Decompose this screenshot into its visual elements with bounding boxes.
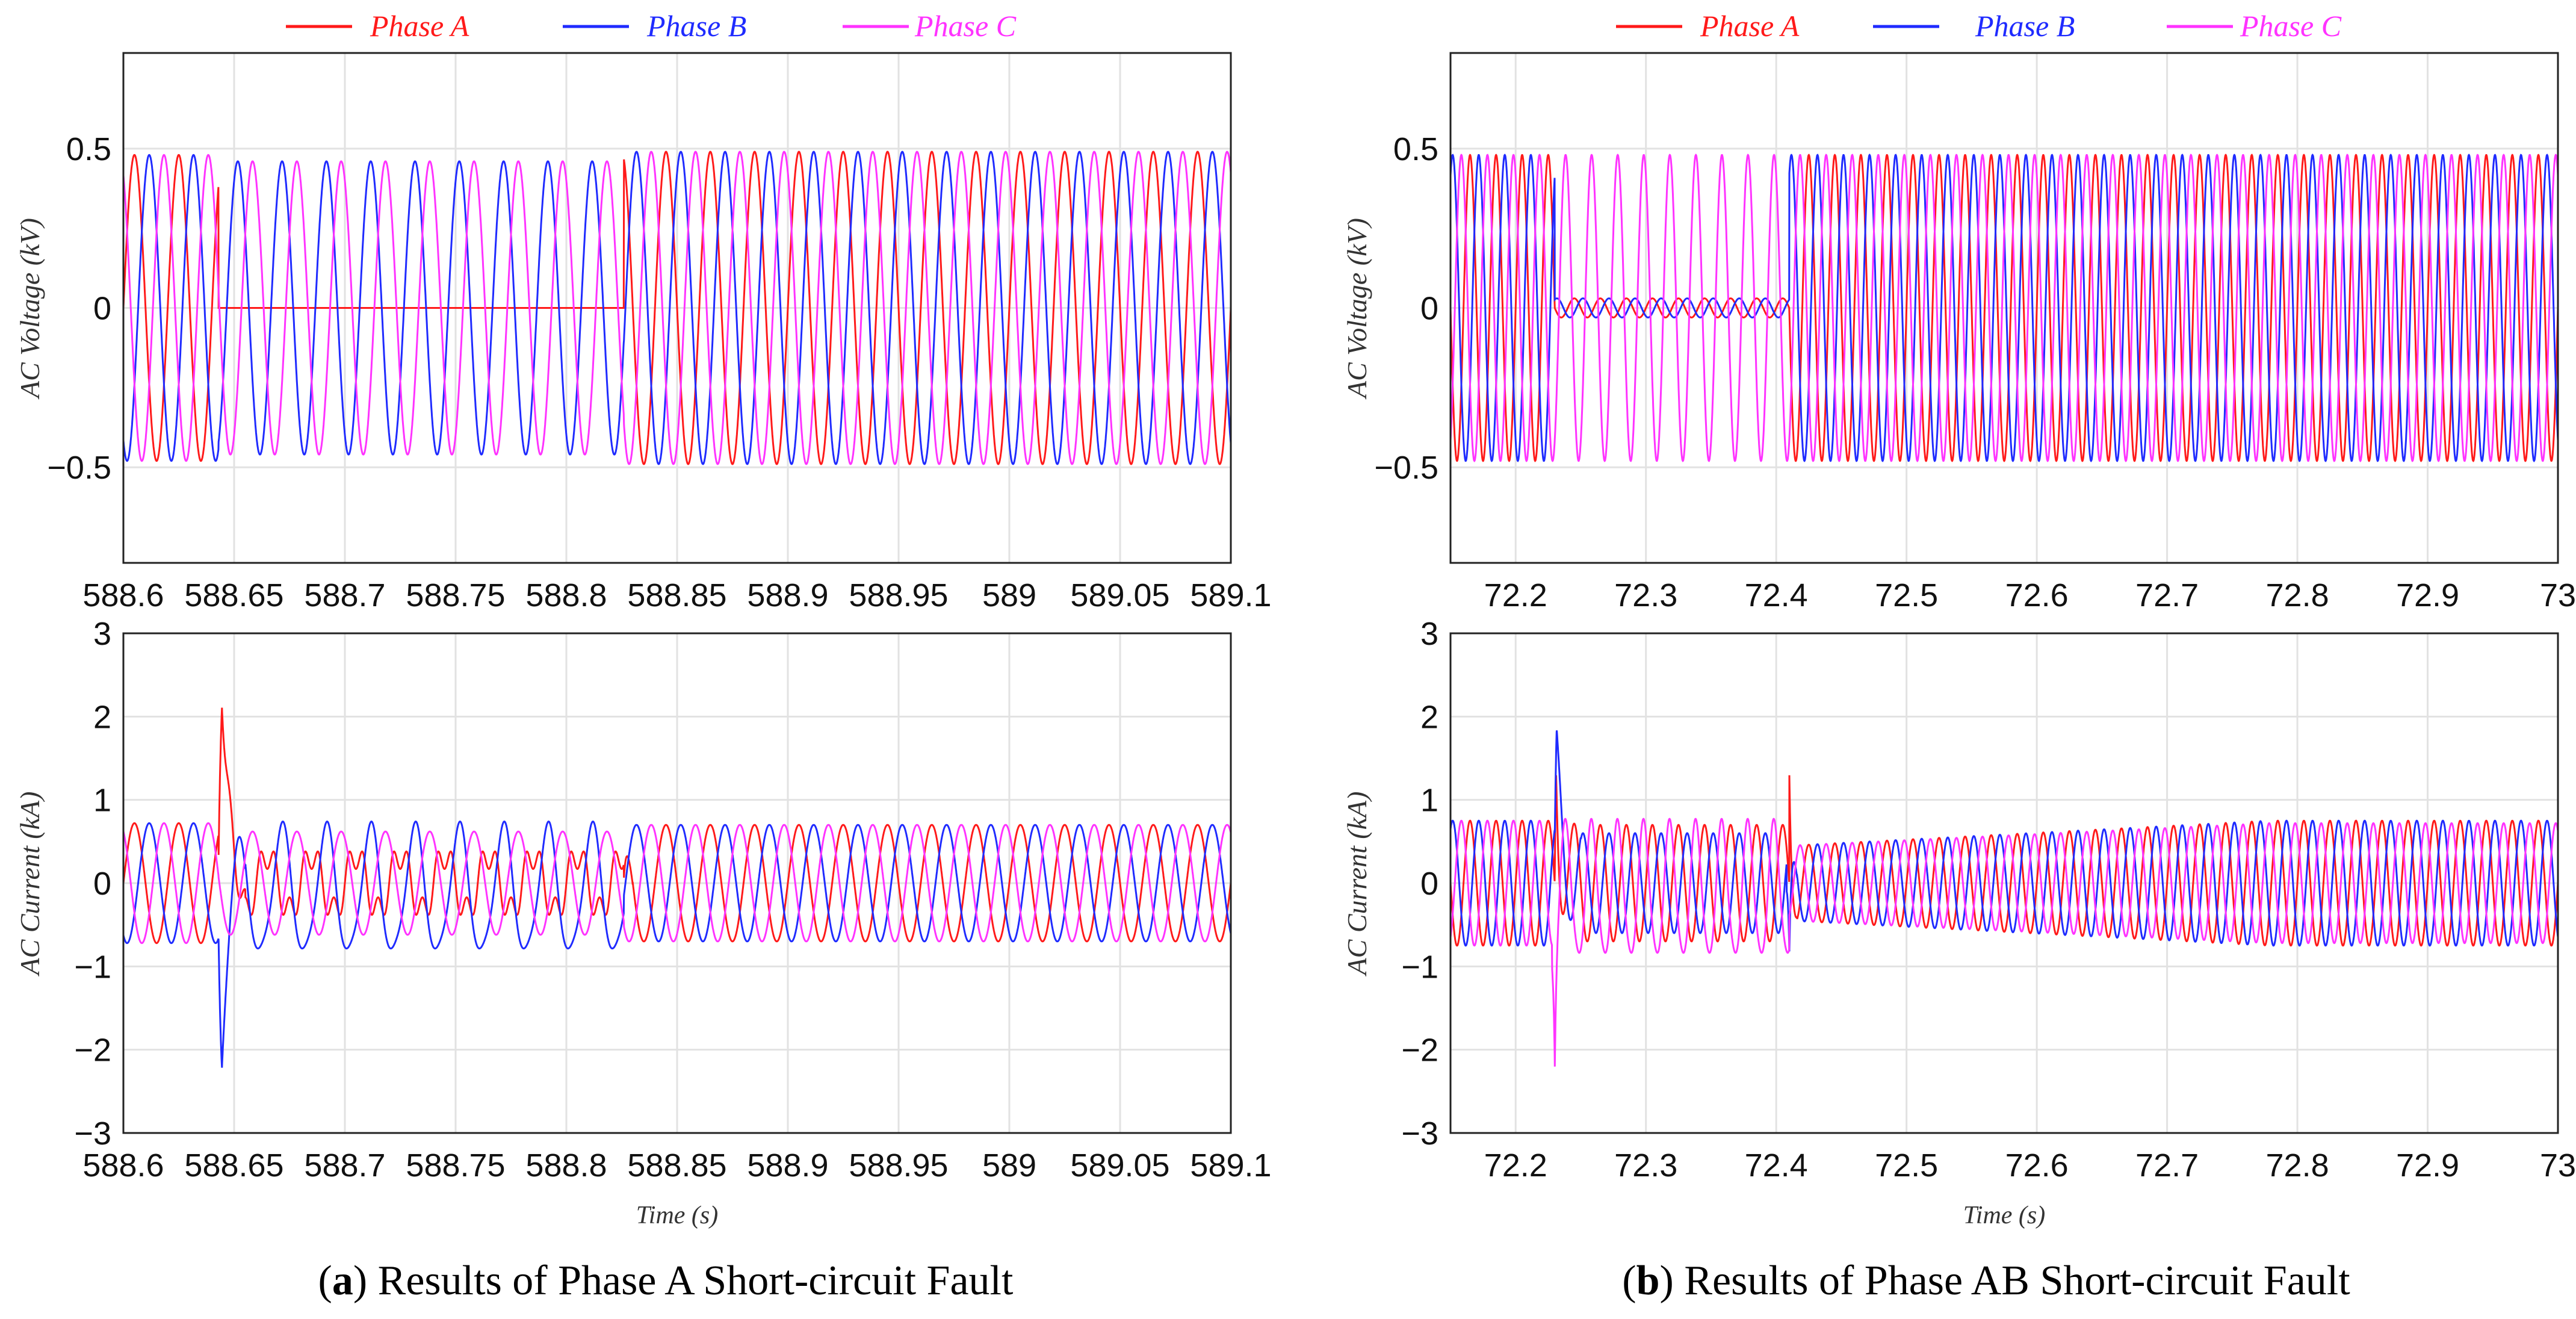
x-tick-label: 589.1 bbox=[1190, 1147, 1271, 1184]
y-tick-label: 3 bbox=[1420, 616, 1438, 652]
y-tick-label: −3 bbox=[1401, 1116, 1438, 1152]
legend-a-label-phase-c: Phase C bbox=[914, 9, 1017, 43]
y-tick-label: −0.5 bbox=[1374, 450, 1438, 486]
plot-frame bbox=[1449, 632, 2559, 1134]
y-axis-label: AC Voltage (kV) bbox=[14, 218, 45, 400]
plot-a-current: 588.6 588.65 588.7 588.75 588.8 588.85 588.9 58… bbox=[14, 616, 1272, 1229]
plot-frame bbox=[1449, 52, 2559, 564]
x-tick-label: 588.95 bbox=[849, 577, 948, 613]
series-line-phase-b bbox=[123, 821, 1231, 1068]
legend-b-label-phase-a: Phase A bbox=[1700, 9, 1800, 43]
y-tick-label: −1 bbox=[1401, 949, 1438, 985]
y-tick-label: −1 bbox=[74, 949, 111, 985]
x-tick-label: 72.8 bbox=[2266, 1147, 2329, 1184]
x-tick-label: 72.7 bbox=[2135, 577, 2199, 613]
series-line-phase-a bbox=[123, 707, 1231, 945]
x-tick-label: 72.3 bbox=[1614, 577, 1677, 613]
x-tick-label: 72.4 bbox=[1745, 577, 1808, 613]
x-tick-label: 588.75 bbox=[406, 577, 505, 613]
x-tick-label: 588.7 bbox=[304, 1147, 385, 1184]
y-tick-label: −3 bbox=[74, 1116, 111, 1152]
x-tick-label: 588.6 bbox=[82, 577, 164, 613]
y-tick-label: 0 bbox=[93, 291, 111, 327]
legend-b-label-phase-c: Phase C bbox=[2240, 9, 2342, 43]
x-tick-label: 72.6 bbox=[2005, 577, 2069, 613]
y-tick-label: −2 bbox=[1401, 1032, 1438, 1069]
plot-b-current: 72.2 72.3 72.4 72.5 72.6 72.7 72.8 72.9 73 −3 −2 −1… bbox=[1342, 616, 2576, 1229]
legend-a-label-phase-b: Phase B bbox=[646, 9, 746, 43]
series-line-phase-b bbox=[123, 151, 1231, 465]
x-tick-label: 588.7 bbox=[304, 577, 385, 613]
plot-b-voltage: 72.2 72.3 72.4 72.5 72.6 72.7 72.8 72.9 73 −0.5 0 0… bbox=[1342, 52, 2576, 613]
x-tick-label: 72.4 bbox=[1745, 1147, 1808, 1184]
series-line-phase-c bbox=[1451, 154, 2558, 462]
x-tick-label: 72.6 bbox=[2005, 1147, 2069, 1184]
x-tick-label: 588.6 bbox=[82, 1147, 164, 1184]
legend-b-label-phase-b: Phase B bbox=[1975, 9, 2075, 43]
x-tick-label: 588.65 bbox=[184, 577, 283, 613]
y-tick-label: 2 bbox=[1420, 699, 1438, 735]
x-tick-label: 588.9 bbox=[747, 577, 828, 613]
x-tick-label: 588.75 bbox=[406, 1147, 505, 1184]
y-tick-label: 1 bbox=[1420, 783, 1438, 819]
y-tick-label: 3 bbox=[93, 616, 111, 652]
x-tick-label: 589 bbox=[982, 577, 1036, 613]
series-line-phase-c bbox=[1451, 818, 2558, 1067]
x-tick-label: 72.5 bbox=[1875, 1147, 1938, 1184]
plot-a-voltage: 588.6 588.65 588.7 588.75 588.8 588.85 588.9 58… bbox=[14, 52, 1272, 613]
x-tick-label: 589.1 bbox=[1190, 577, 1271, 613]
x-tick-label: 72.5 bbox=[1875, 577, 1938, 613]
x-tick-label: 588.85 bbox=[627, 577, 726, 613]
x-axis-label: Time (s) bbox=[1963, 1202, 2046, 1229]
y-tick-label: −0.5 bbox=[47, 450, 111, 486]
x-tick-label: 588.8 bbox=[525, 1147, 607, 1184]
legend-a: Phase A Phase B Phase C bbox=[286, 9, 1017, 43]
y-tick-label: 0 bbox=[1420, 291, 1438, 327]
y-tick-label: 0 bbox=[1420, 866, 1438, 902]
y-tick-label: 2 bbox=[93, 699, 111, 735]
x-tick-label: 589.05 bbox=[1070, 1147, 1169, 1184]
x-tick-label: 588.8 bbox=[525, 577, 607, 613]
y-axis-label: AC Current (kA) bbox=[1342, 792, 1372, 977]
y-tick-label: 0.5 bbox=[1393, 131, 1438, 167]
x-tick-label: 589.05 bbox=[1070, 577, 1169, 613]
x-tick-label: 588.9 bbox=[747, 1147, 828, 1184]
x-tick-label: 588.65 bbox=[184, 1147, 283, 1184]
x-tick-label: 72.7 bbox=[2135, 1147, 2199, 1184]
x-tick-label: 72.3 bbox=[1614, 1147, 1677, 1184]
x-tick-label: 72.2 bbox=[1484, 1147, 1547, 1184]
y-tick-label: 1 bbox=[93, 783, 111, 819]
x-tick-label: 589 bbox=[982, 1147, 1036, 1184]
x-tick-label: 72.8 bbox=[2266, 577, 2329, 613]
y-axis-label: AC Current (kA) bbox=[14, 792, 45, 977]
x-tick-label: 588.95 bbox=[849, 1147, 948, 1184]
x-tick-label: 72.9 bbox=[2396, 577, 2459, 613]
legend-a-label-phase-a: Phase A bbox=[370, 9, 469, 43]
y-tick-label: 0 bbox=[93, 866, 111, 902]
legend-b: Phase A Phase B Phase C bbox=[1616, 9, 2342, 43]
y-axis-label: AC Voltage (kV) bbox=[1342, 218, 1372, 400]
x-tick-label: 72.9 bbox=[2396, 1147, 2459, 1184]
x-tick-label: 72.2 bbox=[1484, 577, 1547, 613]
x-tick-label: 73 bbox=[2540, 1147, 2576, 1184]
caption-a: (a) Results of Phase A Short-circuit Fau… bbox=[318, 1258, 1014, 1304]
y-tick-label: 0.5 bbox=[66, 131, 111, 167]
caption-b: (b) Results of Phase AB Short-circuit Fa… bbox=[1622, 1258, 2350, 1304]
x-tick-label: 588.85 bbox=[627, 1147, 726, 1184]
series-line-phase-c bbox=[123, 822, 1231, 945]
plot-frame bbox=[122, 632, 1232, 1134]
series-line-phase-c bbox=[123, 151, 1231, 465]
y-tick-label: −2 bbox=[74, 1032, 111, 1069]
plot-frame bbox=[122, 52, 1232, 564]
x-axis-label: Time (s) bbox=[636, 1202, 719, 1229]
x-tick-label: 73 bbox=[2540, 577, 2576, 613]
